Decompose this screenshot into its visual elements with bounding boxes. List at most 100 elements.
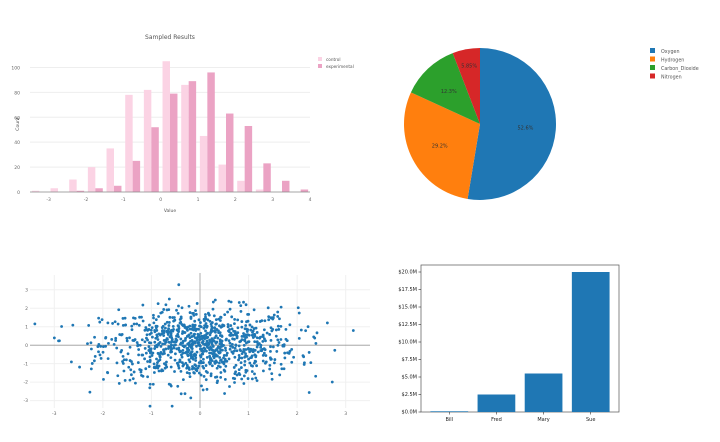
histogram-bar-control[interactable]	[181, 84, 189, 192]
histogram-bar-control[interactable]	[31, 190, 40, 192]
scatter-point	[163, 322, 167, 326]
scatter-point	[192, 334, 195, 338]
histogram-bar-control[interactable]	[69, 179, 77, 192]
scatter-point	[190, 347, 194, 350]
histogram-bar-control[interactable]	[143, 89, 152, 192]
scatter-point	[255, 320, 259, 323]
scatter-point	[175, 308, 178, 312]
histogram-bar-experimental[interactable]	[151, 127, 159, 192]
legend-swatch-oxygen[interactable]	[650, 48, 655, 53]
histogram-bar-experimental[interactable]	[300, 189, 309, 192]
histogram-bar-experimental[interactable]	[207, 72, 215, 192]
scatter-point	[202, 326, 206, 330]
scatter-points[interactable]	[33, 283, 355, 408]
histogram-bar-experimental[interactable]	[244, 125, 253, 192]
scatter-point	[232, 349, 236, 353]
scatter-point	[179, 315, 183, 319]
histogram-bar-experimental[interactable]	[95, 188, 103, 192]
scatter-point	[139, 370, 143, 374]
scatter-point	[315, 331, 319, 335]
scatter-point	[188, 336, 192, 340]
y-tick-label: 80	[14, 90, 20, 96]
legend-label-experimental[interactable]: experimental	[326, 64, 354, 69]
scatter-point	[194, 336, 197, 340]
scatter-point	[136, 344, 140, 348]
scatter-point	[197, 318, 201, 322]
bar-mary[interactable]	[524, 373, 563, 413]
scatter-point	[233, 381, 236, 384]
scatter-point	[179, 337, 183, 341]
scatter-point	[134, 381, 137, 385]
legend-swatch-carbon_dioxide[interactable]	[650, 65, 655, 70]
scatter-point	[191, 323, 195, 327]
scatter-point	[222, 324, 226, 328]
scatter-point	[196, 341, 200, 345]
histogram-bar-experimental[interactable]	[76, 190, 85, 192]
scatter-point	[172, 340, 176, 344]
histogram-bar-control[interactable]	[255, 189, 264, 192]
scatter-point	[215, 375, 219, 379]
histogram-bar-control[interactable]	[106, 148, 114, 192]
histogram-bar-control[interactable]	[162, 61, 170, 193]
histogram-bar-control[interactable]	[199, 135, 208, 192]
histogram-bar-experimental[interactable]	[263, 163, 271, 192]
legend-swatch-experimental[interactable]	[318, 64, 322, 68]
histogram-bar-control[interactable]	[218, 164, 226, 192]
histogram-bar-experimental[interactable]	[282, 180, 290, 192]
scatter-point	[169, 384, 173, 388]
legend-label-carbon_dioxide[interactable]: Carbon_Dioxide	[661, 66, 699, 72]
bar-fred[interactable]	[477, 394, 516, 413]
scatter-point	[135, 322, 139, 326]
histogram-bar-experimental[interactable]	[132, 160, 141, 192]
scatter-point	[274, 334, 278, 338]
x-tick-label: 0	[199, 411, 202, 417]
histogram-bar-control[interactable]	[125, 94, 133, 192]
scatter-point	[273, 358, 277, 361]
legend-swatch-nitrogen[interactable]	[650, 73, 655, 79]
pie-slice-nitrogen[interactable]	[452, 48, 480, 124]
scatter-point	[205, 387, 209, 391]
scatter-point	[205, 349, 208, 353]
histogram-bar-experimental[interactable]	[188, 81, 197, 192]
histogram-bar-control[interactable]	[237, 180, 245, 192]
histogram-bar-control[interactable]	[50, 188, 58, 192]
legend-label-oxygen[interactable]: Oxygen	[661, 49, 680, 55]
scatter-point	[152, 371, 156, 374]
scatter-point	[211, 300, 215, 304]
bar-bill[interactable]	[430, 411, 469, 412]
pie-slice-hydrogen[interactable]	[404, 92, 480, 199]
scatter-point	[202, 346, 206, 350]
pie-slice-carbon_dioxide[interactable]	[410, 53, 480, 124]
pie-slice-oxygen[interactable]	[467, 48, 556, 200]
scatter-point	[228, 328, 231, 331]
scatter-chart: -3 -2 -1 0 1 2 3 -3 -2 -1 0 1 2 3	[24, 273, 370, 417]
scatter-point	[250, 333, 254, 337]
scatter-point	[159, 311, 163, 315]
histogram-bar-experimental[interactable]	[114, 185, 122, 192]
legend-label-control[interactable]: control	[326, 57, 341, 62]
scatter-point	[197, 364, 201, 368]
scatter-point	[268, 367, 272, 371]
scatter-point	[170, 337, 174, 341]
histogram-bar-experimental[interactable]	[170, 93, 178, 192]
legend-label-nitrogen[interactable]: Nitrogen	[661, 74, 682, 80]
scatter-point	[162, 334, 166, 337]
scatter-point	[224, 349, 228, 352]
legend-swatch-control[interactable]	[318, 57, 322, 61]
histogram-bar-experimental[interactable]	[226, 113, 234, 192]
scatter-point	[197, 327, 200, 331]
legend-label-hydrogen[interactable]: Hydrogen	[661, 57, 684, 63]
scatter-point	[279, 338, 283, 341]
scatter-point	[189, 331, 193, 335]
bar-sue[interactable]	[571, 272, 610, 412]
histogram-bar-control[interactable]	[87, 167, 96, 192]
pie-percent-label: 12.3%	[441, 89, 457, 95]
x-tick-label: -3	[46, 197, 51, 203]
scatter-point	[57, 339, 60, 343]
legend-swatch-hydrogen[interactable]	[650, 56, 655, 62]
scatter-point	[121, 316, 125, 320]
scatter-point	[180, 355, 184, 359]
scatter-point	[186, 353, 189, 356]
scatter-point	[224, 346, 227, 350]
x-tick-label: -1	[121, 197, 126, 203]
